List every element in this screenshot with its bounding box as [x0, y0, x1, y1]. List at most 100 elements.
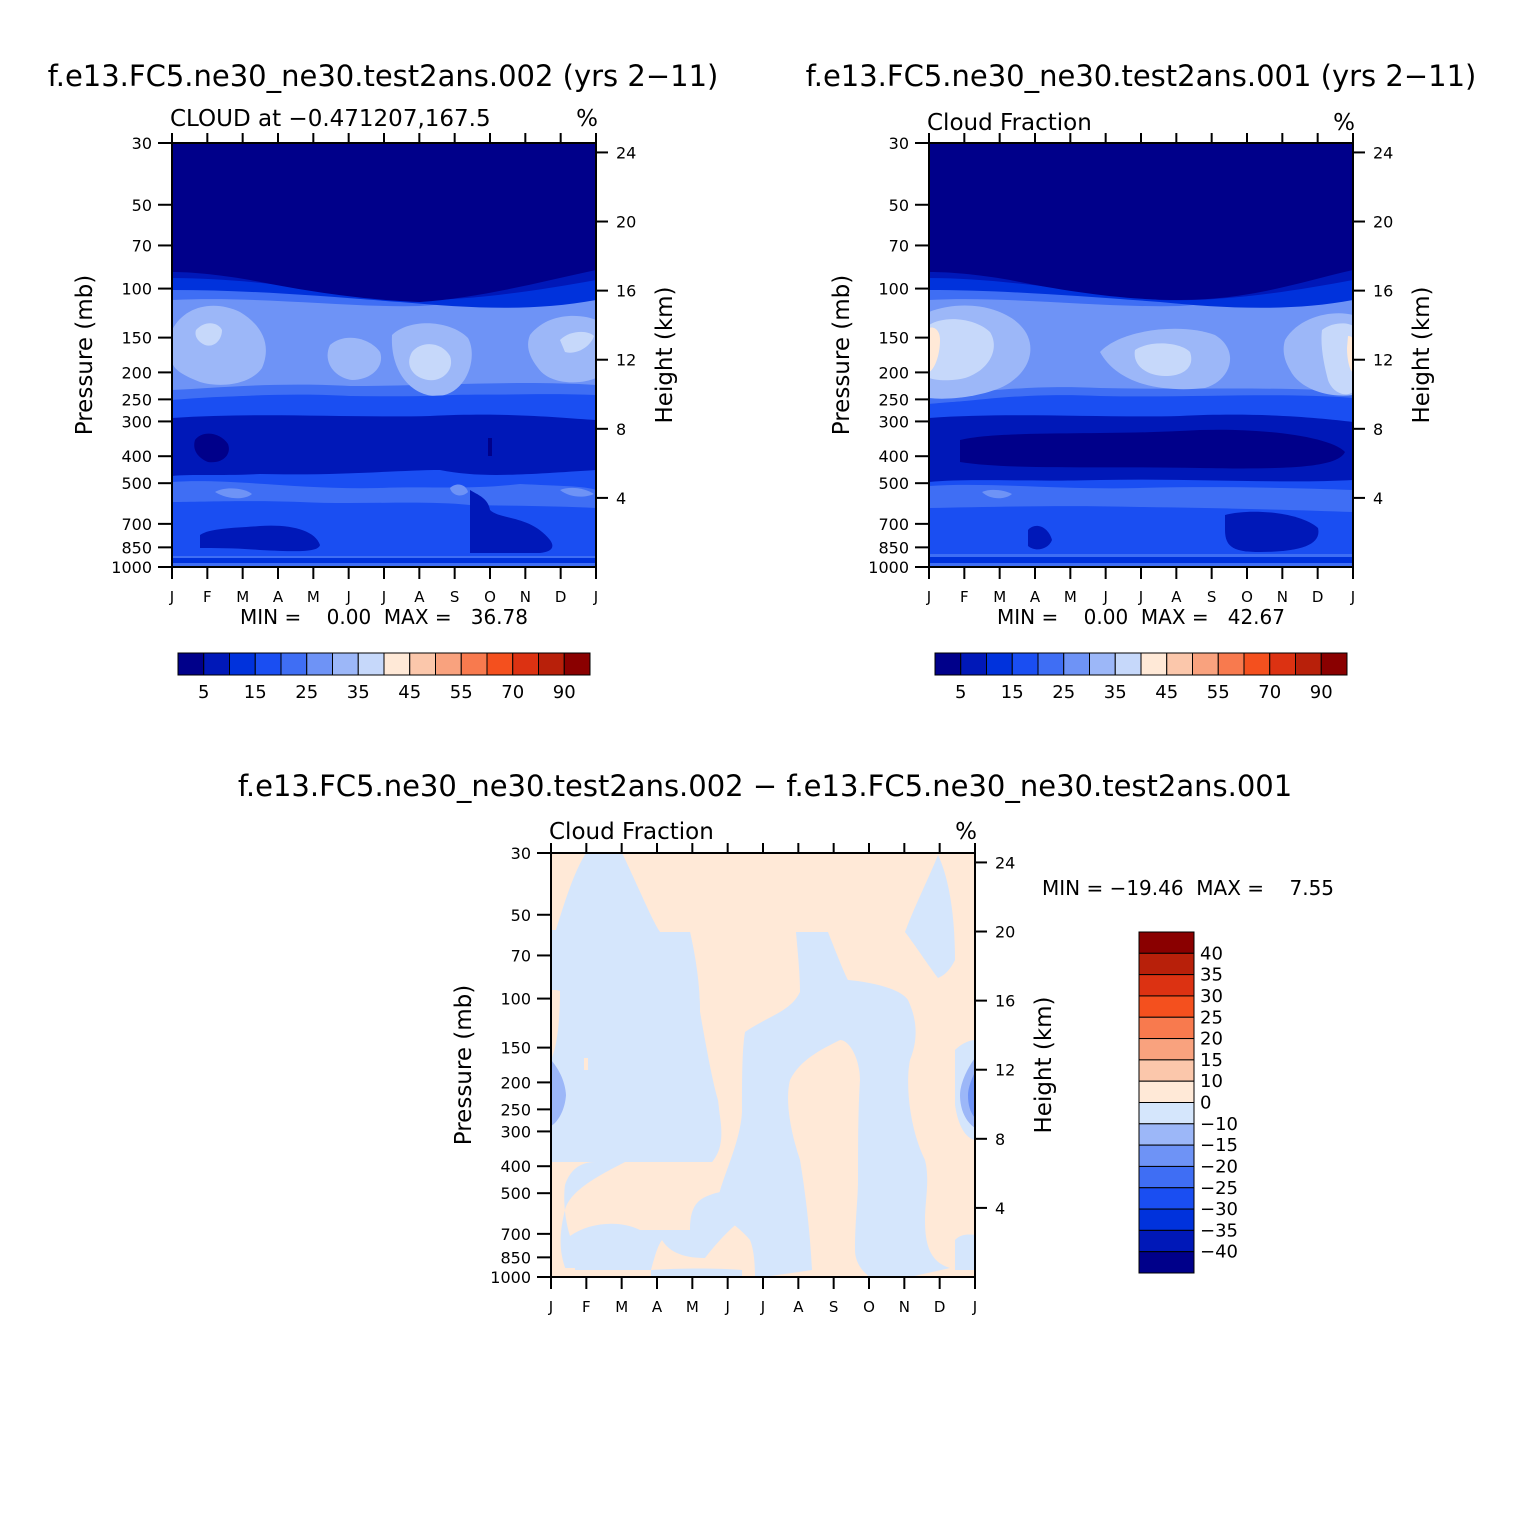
colorbar-label: −25	[1200, 1178, 1238, 1199]
month-tick-label: J	[760, 1298, 765, 1316]
colorbar-label: −35	[1200, 1220, 1238, 1241]
pressure-tick-label: 700	[878, 515, 909, 534]
month-tick-label: D	[555, 588, 567, 606]
contour-band-level-neg	[651, 1268, 742, 1277]
contour-band-level-5	[194, 433, 229, 463]
colorbar-swatch	[1138, 995, 1195, 1018]
pressure-tick-label: 200	[500, 1073, 531, 1092]
colorbar-swatch	[1011, 652, 1039, 676]
month-tick-label: F	[203, 588, 212, 606]
contour-band-level-0	[172, 143, 596, 302]
panel-1-right-axis: 24 20 16 12 8 4	[596, 143, 636, 508]
panel-1-contours	[172, 143, 596, 567]
panel-2-colorbar: 5 15 25 35 45 55 70 90	[934, 652, 1348, 703]
panel-2-subtitle: Cloud Fraction	[927, 110, 1092, 136]
height-tick-label: 24	[616, 143, 636, 162]
contour-band-level-35	[195, 323, 222, 346]
contour-band-level-25	[560, 487, 594, 497]
contour-band-level-25	[172, 290, 596, 390]
colorbar-swatch	[1166, 652, 1193, 676]
panel-3-contours	[551, 853, 975, 1277]
height-tick-label: 24	[1373, 143, 1393, 162]
colorbar-swatch	[460, 652, 488, 676]
pressure-tick-label: 70	[889, 236, 909, 255]
pressure-tick-label: 1000	[490, 1268, 531, 1287]
height-tick-label: 8	[995, 1130, 1005, 1149]
month-tick-label: J	[724, 1298, 729, 1316]
pressure-tick-label: 850	[500, 1248, 531, 1267]
month-tick-label: A	[793, 1298, 804, 1316]
colorbar-label: 70	[501, 682, 524, 703]
colorbar-swatch	[1138, 1165, 1195, 1189]
contour-band-level-10	[172, 558, 596, 563]
contour-band-level-35	[560, 331, 594, 353]
contour-band-level-neg20	[968, 1072, 975, 1118]
contour-band-level-5	[470, 490, 553, 553]
colorbar-swatch	[563, 652, 591, 676]
colorbar-label: 45	[398, 682, 421, 703]
colorbar-swatch	[1138, 952, 1195, 976]
month-tick-label: A	[652, 1298, 663, 1316]
pressure-tick-label: 150	[878, 329, 909, 348]
contour-band-level-25	[450, 484, 468, 496]
contour-band-level-40	[1347, 336, 1353, 372]
colorbar-label: 5	[955, 682, 966, 703]
panel-1-y-label: Pressure (mb)	[72, 275, 98, 435]
contour-band-level-35	[409, 344, 452, 381]
pressure-tick-label: 500	[121, 474, 152, 493]
colorbar-swatch	[934, 652, 962, 676]
pressure-tick-label: 500	[878, 474, 909, 493]
pressure-tick-label: 200	[121, 363, 152, 382]
height-tick-label: 24	[995, 853, 1015, 872]
height-tick-label: 20	[616, 213, 636, 232]
contour-band-level-5	[1028, 525, 1052, 550]
height-tick-label: 4	[1373, 489, 1383, 508]
panel-3-main-title: f.e13.FC5.ne30_ne30.test2ans.002 − f.e13…	[238, 769, 1292, 803]
contour-band-level-25	[215, 488, 252, 499]
month-tick-label: A	[273, 588, 284, 606]
colorbar-swatch	[1138, 1251, 1195, 1274]
colorbar-swatch	[1138, 1080, 1195, 1103]
month-tick-label: M	[993, 588, 1006, 606]
panel-1-units: %	[576, 106, 598, 132]
panel-1-minmax: MIN = 0.00 MAX = 36.78	[240, 605, 528, 629]
contour-band-level-neg15	[551, 1060, 566, 1126]
colorbar-swatch	[280, 652, 308, 676]
panel-3-subtitle: Cloud Fraction	[549, 819, 714, 845]
colorbar-label: 15	[244, 682, 267, 703]
month-tick-label: M	[307, 588, 320, 606]
colorbar-label: −30	[1200, 1199, 1238, 1220]
height-tick-label: 4	[995, 1199, 1005, 1218]
month-tick-label: D	[934, 1298, 946, 1316]
colorbar-swatch	[435, 652, 462, 676]
pressure-tick-label: 1000	[868, 558, 909, 577]
pressure-tick-label: 850	[878, 538, 909, 557]
pressure-tick-label: 100	[878, 280, 909, 299]
month-tick-label: A	[1171, 588, 1182, 606]
colorbar-swatch	[1320, 652, 1348, 676]
pressure-tick-label: 30	[889, 134, 909, 153]
colorbar-swatch	[1269, 652, 1296, 676]
contour-band-level-35	[1134, 343, 1192, 376]
height-tick-label: 20	[995, 923, 1015, 942]
colorbar-label: 25	[1200, 1007, 1223, 1028]
pressure-tick-label: 300	[121, 412, 152, 431]
colorbar-swatch	[986, 652, 1013, 676]
month-tick-label: M	[1064, 588, 1077, 606]
pressure-tick-label: 30	[511, 844, 531, 863]
pressure-tick-label: 700	[121, 515, 152, 534]
colorbar-swatch	[1037, 652, 1065, 676]
colorbar-swatch	[357, 652, 385, 676]
colorbar-swatch	[1138, 1208, 1195, 1231]
month-tick-label: J	[926, 588, 931, 606]
colorbar-label: 90	[553, 682, 576, 703]
contour-band-level-20	[172, 481, 596, 508]
colorbar-label: 25	[295, 682, 318, 703]
contour-band-level-30	[327, 337, 382, 380]
height-tick-label: 8	[1373, 420, 1383, 439]
month-tick-label: M	[686, 1298, 699, 1316]
